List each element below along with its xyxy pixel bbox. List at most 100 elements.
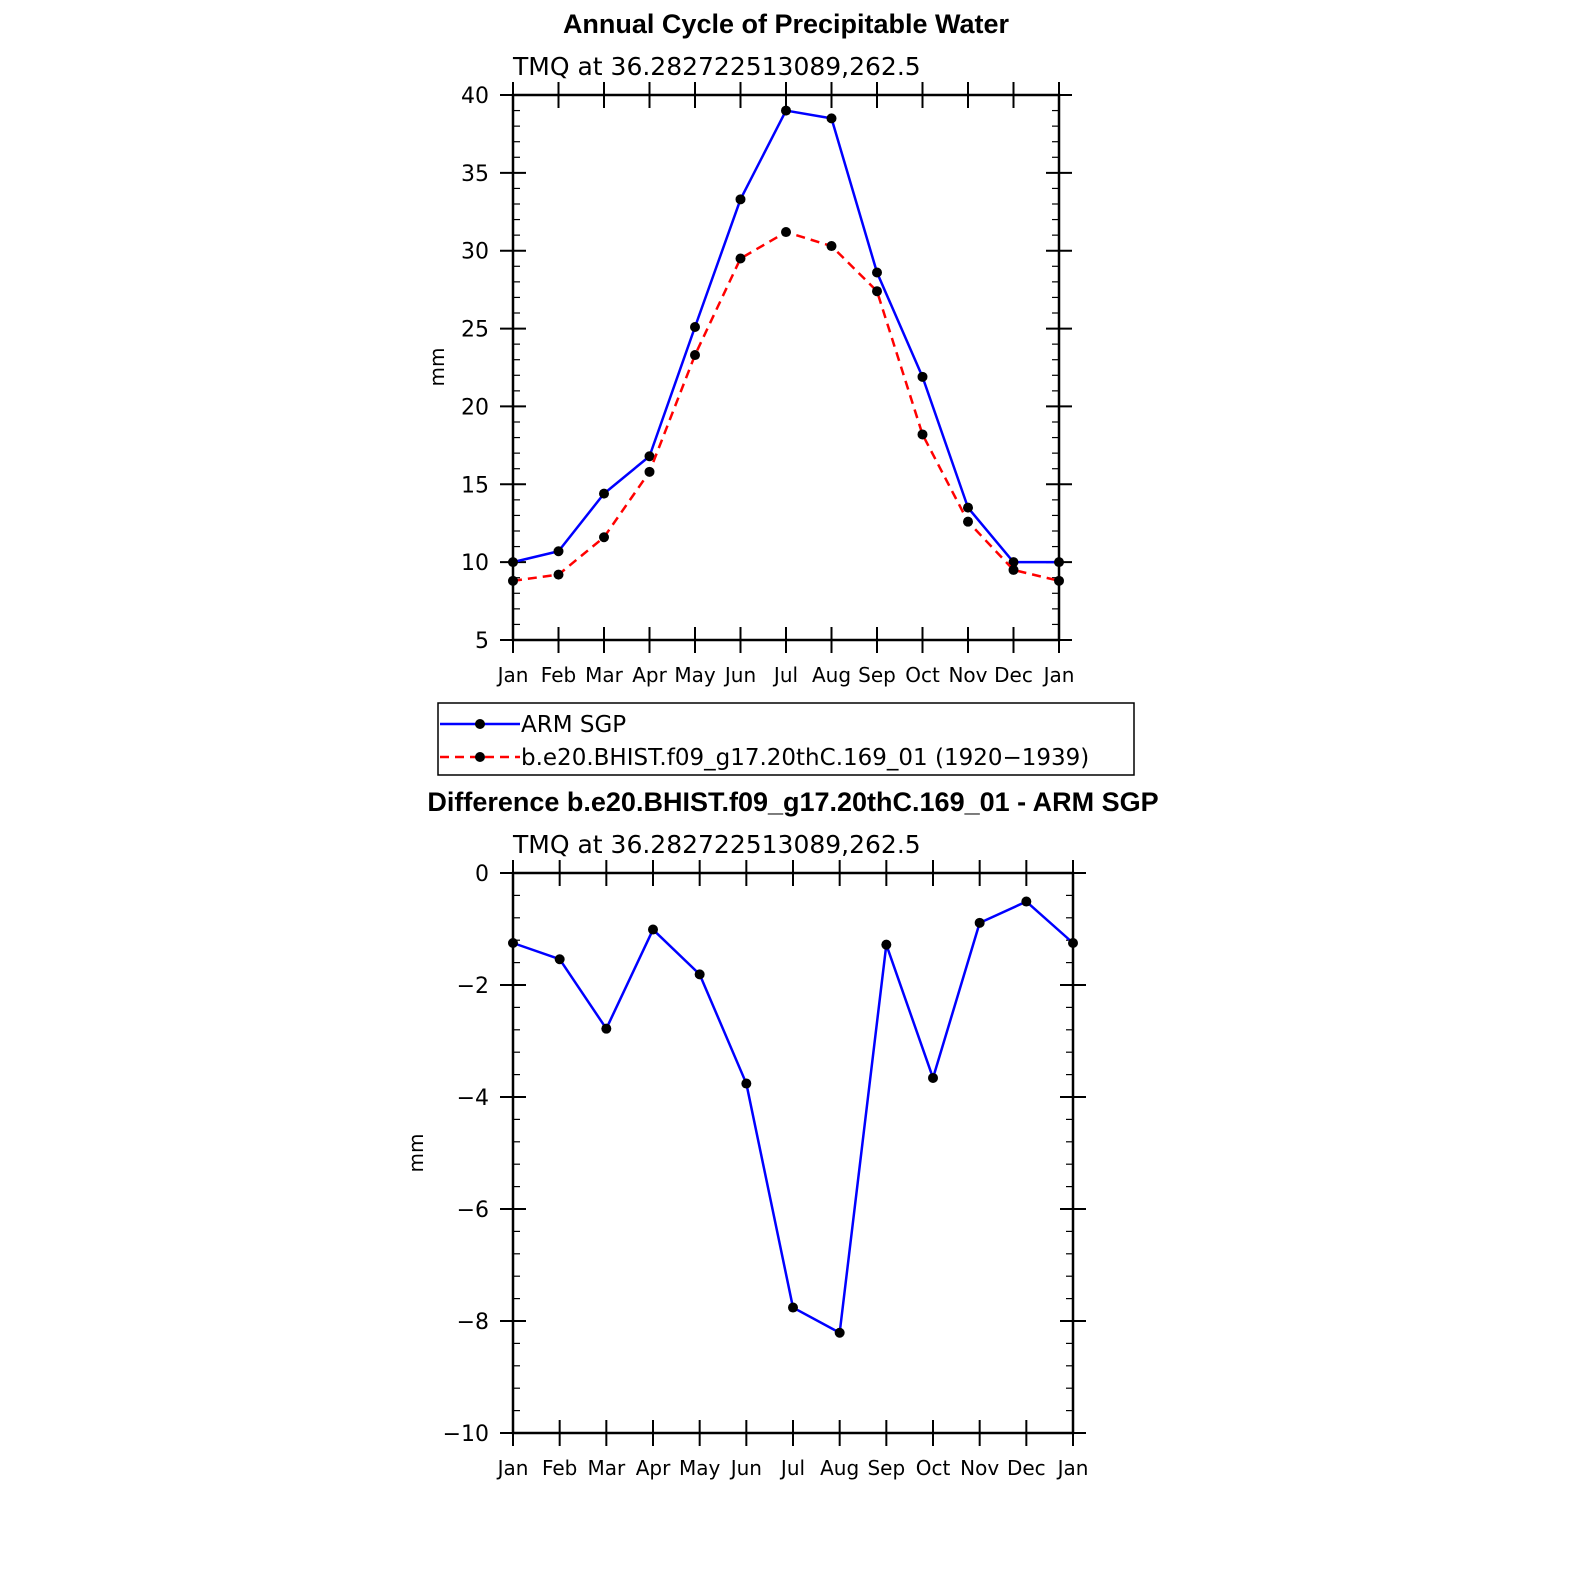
y-tick-label: −8 bbox=[457, 1310, 489, 1335]
annual-cycle-chart: Annual Cycle of Precipitable Water TMQ a… bbox=[425, 9, 1074, 687]
data-point bbox=[872, 267, 882, 278]
data-point bbox=[554, 954, 565, 965]
plot-frame bbox=[511, 93, 1061, 642]
data-point bbox=[881, 939, 892, 950]
x-tick-label: May bbox=[674, 663, 716, 687]
data-point bbox=[648, 924, 658, 935]
series-line bbox=[512, 230, 1060, 583]
data-point bbox=[690, 350, 700, 361]
x-tick-label: Nov bbox=[948, 663, 987, 687]
data-point bbox=[599, 488, 609, 499]
data-point bbox=[741, 1078, 752, 1089]
legend-label-model: b.e20.BHIST.f09_g17.20thC.169_01 (1920−1… bbox=[521, 745, 1089, 771]
x-tick-label: Jun bbox=[729, 1456, 762, 1480]
data-point bbox=[644, 466, 655, 477]
x-tick-label: Dec bbox=[1007, 1456, 1046, 1480]
chart-subtitle: TMQ at 36.282722513089,262.5 bbox=[512, 830, 921, 859]
data-point bbox=[826, 241, 837, 252]
series-0 bbox=[508, 105, 1064, 568]
y-tick-label: −2 bbox=[457, 974, 489, 999]
chart-subtitle: TMQ at 36.282722513089,262.5 bbox=[512, 52, 921, 81]
data-point bbox=[599, 532, 609, 543]
series-0 bbox=[508, 896, 1078, 1338]
data-point bbox=[781, 227, 791, 238]
legend-label-arm-sgp: ARM SGP bbox=[521, 712, 626, 738]
y-tick-label: −6 bbox=[457, 1198, 489, 1223]
data-point bbox=[963, 516, 973, 527]
legend: ARM SGP b.e20.BHIST.f09_g17.20thC.169_01… bbox=[437, 702, 1135, 776]
legend-marker-arm-sgp bbox=[475, 719, 485, 729]
data-point bbox=[917, 371, 928, 382]
x-tick-label: Sep bbox=[867, 1456, 905, 1480]
data-point bbox=[872, 286, 882, 297]
x-tick-label: Sep bbox=[858, 663, 896, 687]
y-tick-label: −4 bbox=[457, 1086, 489, 1111]
x-tick-label: Jul bbox=[779, 1456, 805, 1480]
x-tick-label: Jul bbox=[772, 663, 798, 687]
chart-title: Annual Cycle of Precipitable Water bbox=[563, 9, 1010, 39]
chart-title: Difference b.e20.BHIST.f09_g17.20thC.169… bbox=[427, 787, 1158, 817]
y-tick-label: −10 bbox=[443, 1422, 489, 1447]
x-tick-label: Aug bbox=[820, 1456, 859, 1480]
plot-frame bbox=[511, 871, 1075, 1435]
data-point bbox=[508, 575, 518, 586]
data-point bbox=[735, 194, 746, 205]
data-point bbox=[601, 1023, 612, 1034]
y-tick-label: 40 bbox=[461, 84, 489, 109]
y-tick-label: 30 bbox=[461, 240, 489, 265]
y-axis-label: mm bbox=[425, 348, 449, 387]
x-tick-label: Jan bbox=[1056, 1456, 1089, 1480]
y-tick-label: 25 bbox=[461, 318, 489, 343]
y-tick-label: 20 bbox=[461, 395, 489, 420]
data-point bbox=[508, 938, 518, 948]
y-tick-label: 0 bbox=[475, 862, 489, 887]
data-point bbox=[788, 1302, 798, 1313]
x-tick-label: Dec bbox=[994, 663, 1033, 687]
x-tick-label: Feb bbox=[541, 663, 576, 687]
data-point bbox=[781, 105, 791, 116]
data-point bbox=[1068, 938, 1078, 948]
x-tick-label: Mar bbox=[585, 663, 624, 687]
x-tick-label: Jan bbox=[1042, 663, 1075, 687]
data-point bbox=[1008, 564, 1019, 575]
data-point bbox=[1021, 896, 1032, 907]
difference-chart: Difference b.e20.BHIST.f09_g17.20thC.169… bbox=[404, 787, 1159, 1480]
legend-frame bbox=[437, 702, 1135, 776]
data-point bbox=[694, 969, 705, 980]
data-point bbox=[834, 1327, 845, 1338]
data-point bbox=[928, 1072, 938, 1083]
x-tick-label: May bbox=[679, 1456, 721, 1480]
data-point bbox=[690, 322, 700, 333]
x-tick-label: Oct bbox=[905, 663, 940, 687]
data-point bbox=[974, 917, 985, 928]
series-line bbox=[512, 109, 1059, 564]
data-point bbox=[1054, 557, 1064, 568]
y-tick-label: 35 bbox=[461, 162, 489, 187]
y-tick-label: 15 bbox=[461, 473, 489, 498]
x-tick-label: Feb bbox=[542, 1456, 577, 1480]
data-point bbox=[644, 451, 655, 462]
data-point bbox=[826, 113, 837, 124]
x-tick-label: Jan bbox=[496, 663, 529, 687]
series-line bbox=[512, 900, 1074, 1335]
x-tick-label: Apr bbox=[632, 663, 667, 687]
y-tick-label: 10 bbox=[461, 551, 489, 576]
data-point bbox=[553, 569, 564, 580]
data-point bbox=[1008, 557, 1019, 568]
data-point bbox=[508, 557, 518, 568]
data-point bbox=[917, 429, 928, 440]
x-tick-label: Apr bbox=[636, 1456, 671, 1480]
x-tick-label: Jun bbox=[723, 663, 756, 687]
y-tick-label: 5 bbox=[475, 629, 489, 654]
x-tick-label: Jan bbox=[496, 1456, 529, 1480]
x-tick-label: Oct bbox=[916, 1456, 951, 1480]
data-point bbox=[735, 253, 746, 264]
legend-marker-model bbox=[475, 752, 485, 762]
x-tick-label: Mar bbox=[587, 1456, 626, 1480]
y-axis-label: mm bbox=[404, 1134, 428, 1173]
x-tick-label: Nov bbox=[960, 1456, 999, 1480]
series-1 bbox=[508, 227, 1064, 586]
data-point bbox=[553, 546, 564, 557]
x-tick-label: Aug bbox=[812, 663, 851, 687]
